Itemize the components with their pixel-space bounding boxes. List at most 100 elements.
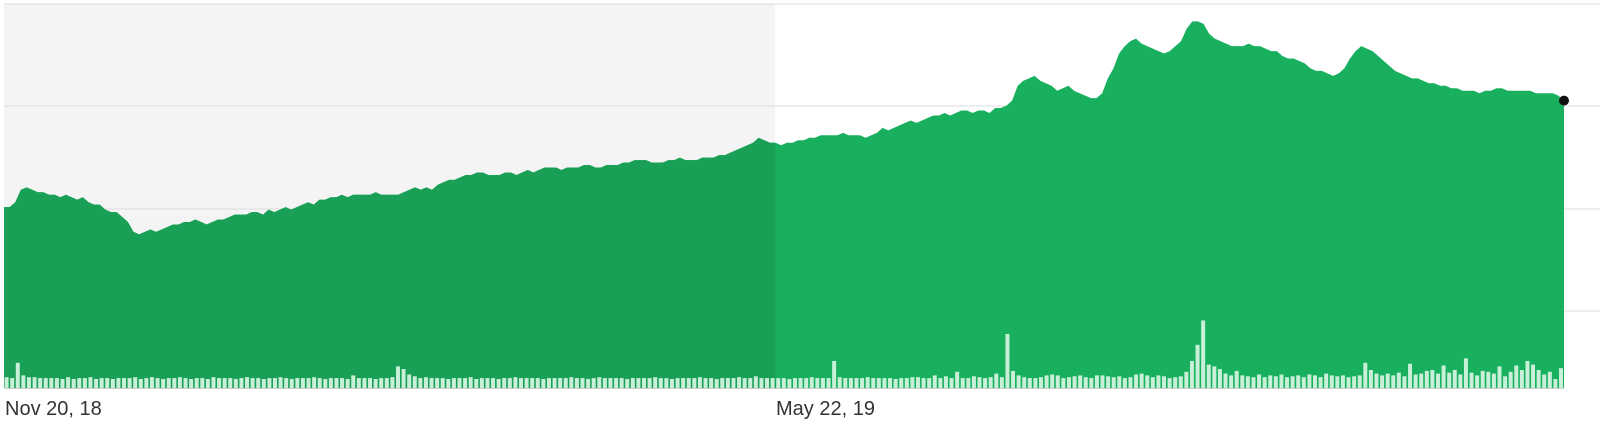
volume-bar [32,377,37,388]
volume-bar [893,379,898,388]
volume-bar [183,378,188,388]
volume-bar [1514,365,1519,388]
volume-bar [1491,373,1496,388]
volume-bar [1553,379,1558,388]
volume-bar [1234,370,1239,388]
volume-bar [177,377,182,388]
volume-bar [122,378,127,388]
volume-bar [558,378,563,388]
volume-bar [144,378,149,388]
volume-bar [194,378,199,388]
volume-bar [66,377,71,388]
volume-bar [412,376,417,388]
volume-bar [854,378,859,388]
volume-bar [1257,374,1262,388]
volume-bar [1128,377,1133,388]
volume-bar [1044,375,1049,388]
volume-bar [474,379,479,388]
volume-bar [597,377,602,388]
volume-bar [681,378,686,388]
volume-bar [669,379,674,388]
volume-bar [1475,375,1480,388]
volume-bar [876,378,881,388]
volume-bar [921,378,926,388]
volume-bar [983,378,988,388]
volume-bar [759,378,764,388]
volume-bar [1027,378,1032,388]
volume-bar [1519,370,1524,388]
volume-bar [1273,376,1278,388]
volume-bar [1189,361,1194,388]
volume-bar [826,378,831,388]
volume-bar [1134,374,1139,388]
volume-bar [1167,378,1172,388]
volume-bar [200,378,205,388]
volume-bar [770,378,775,388]
volume-bar [127,378,132,388]
volume-bar [753,376,758,388]
volume-bar [1290,376,1295,388]
volume-bar [591,378,596,388]
volume-bar [21,375,26,388]
volume-bar [267,378,272,388]
volume-bar [1039,377,1043,388]
volume-bar [451,378,456,388]
volume-bar [60,379,65,388]
x-tick-label: Nov 20, 18 [5,398,102,420]
volume-bar [860,378,865,388]
volume-bar [837,377,842,388]
volume-bar [289,379,294,388]
volume-bar [938,378,943,388]
volume-bar [1022,377,1027,388]
volume-bar [1396,372,1401,388]
volume-bar [423,377,428,388]
volume-bar [379,378,384,388]
volume-bar [149,377,154,388]
volume-bar [1089,378,1094,388]
volume-bar [664,378,669,388]
volume-bar [731,378,736,388]
volume-bar [211,377,216,388]
volume-bar [446,379,451,388]
volume-bar [636,378,641,388]
volume-bar [1402,376,1407,388]
volume-bar [390,377,395,388]
volume-bar [82,378,87,388]
volume-bar [368,378,373,388]
volume-bar [530,378,535,388]
volume-bar [155,378,160,388]
volume-bar [1324,373,1329,388]
volume-bar [988,377,993,388]
volume-bar [245,377,250,388]
volume-bar [815,378,820,388]
volume-bar [792,378,797,388]
volume-bar [1061,378,1066,388]
volume-bar [1223,373,1228,388]
volume-bar [1094,375,1099,388]
volume-bar [569,377,574,388]
volume-bar [166,378,171,388]
volume-bar [1301,377,1306,388]
volume-bar [709,378,714,388]
volume-bar [932,375,937,388]
volume-bar [312,377,317,388]
volume-bar [362,378,367,388]
volume-bar [1100,375,1105,388]
volume-bar [882,378,887,388]
volume-bars [4,320,1563,388]
volume-bar [804,378,809,388]
volume-bar [1156,375,1161,388]
volume-bar [356,378,361,388]
volume-bar [99,378,104,388]
volume-bar [602,378,607,388]
volume-bar [1055,375,1060,388]
volume-bar [1525,361,1530,388]
volume-bar [1413,374,1418,388]
volume-bar [1380,375,1385,388]
volume-bar [899,378,904,388]
volume-bar [798,378,803,388]
volume-bar [116,378,121,388]
volume-bar [781,378,786,388]
volume-bar [955,371,960,388]
